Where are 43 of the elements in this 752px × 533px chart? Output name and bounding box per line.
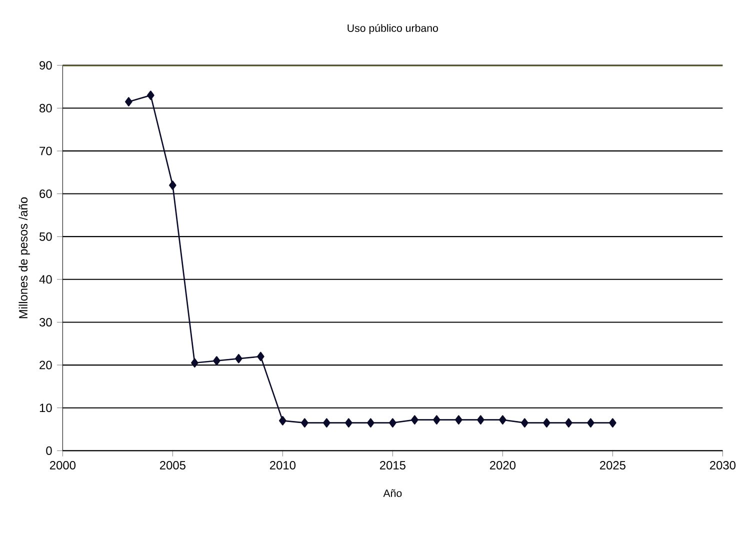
point <box>389 418 396 428</box>
y-tick-label: 60 <box>40 189 52 198</box>
point <box>367 418 374 428</box>
chart-title: Uso público urbano <box>348 24 438 34</box>
x-tick-label: 2005 <box>160 460 186 470</box>
point <box>521 418 528 428</box>
point <box>257 352 264 361</box>
point <box>213 356 220 366</box>
x-tick-label: 2020 <box>490 460 516 470</box>
point <box>609 418 616 428</box>
x-tick-label: 2025 <box>600 460 626 470</box>
point <box>169 180 176 190</box>
x-tick-label: 2000 <box>50 460 76 470</box>
point <box>499 415 506 424</box>
y-tick-label: 0 <box>46 446 52 455</box>
x-tick-label: 2010 <box>270 460 296 470</box>
point <box>477 415 484 424</box>
y-tick-label: 30 <box>39 318 52 326</box>
y-tick-label: 40 <box>39 275 52 284</box>
y-tick-label: 50 <box>39 232 52 241</box>
x-axis-title: Año <box>383 489 402 497</box>
y-tick-label: 70 <box>40 146 52 156</box>
x-tick-label: 2015 <box>380 460 406 470</box>
point <box>543 418 550 428</box>
y-tick-label: 10 <box>40 403 52 412</box>
point <box>235 354 242 364</box>
point <box>345 418 352 428</box>
point <box>411 415 418 424</box>
y-tick-label: 90 <box>40 60 52 70</box>
point <box>191 358 198 368</box>
point <box>279 416 286 426</box>
point <box>587 418 594 428</box>
point <box>323 418 330 428</box>
y-tick-label: 80 <box>40 104 52 112</box>
point <box>565 418 572 428</box>
point <box>147 90 154 100</box>
x-tick-label: 2030 <box>710 460 736 470</box>
point <box>455 415 462 424</box>
point <box>433 415 440 424</box>
y-axis-title: Millones de pesos /año <box>18 197 30 318</box>
point <box>301 418 308 428</box>
point <box>125 96 132 106</box>
y-tick-label: 20 <box>40 360 52 370</box>
